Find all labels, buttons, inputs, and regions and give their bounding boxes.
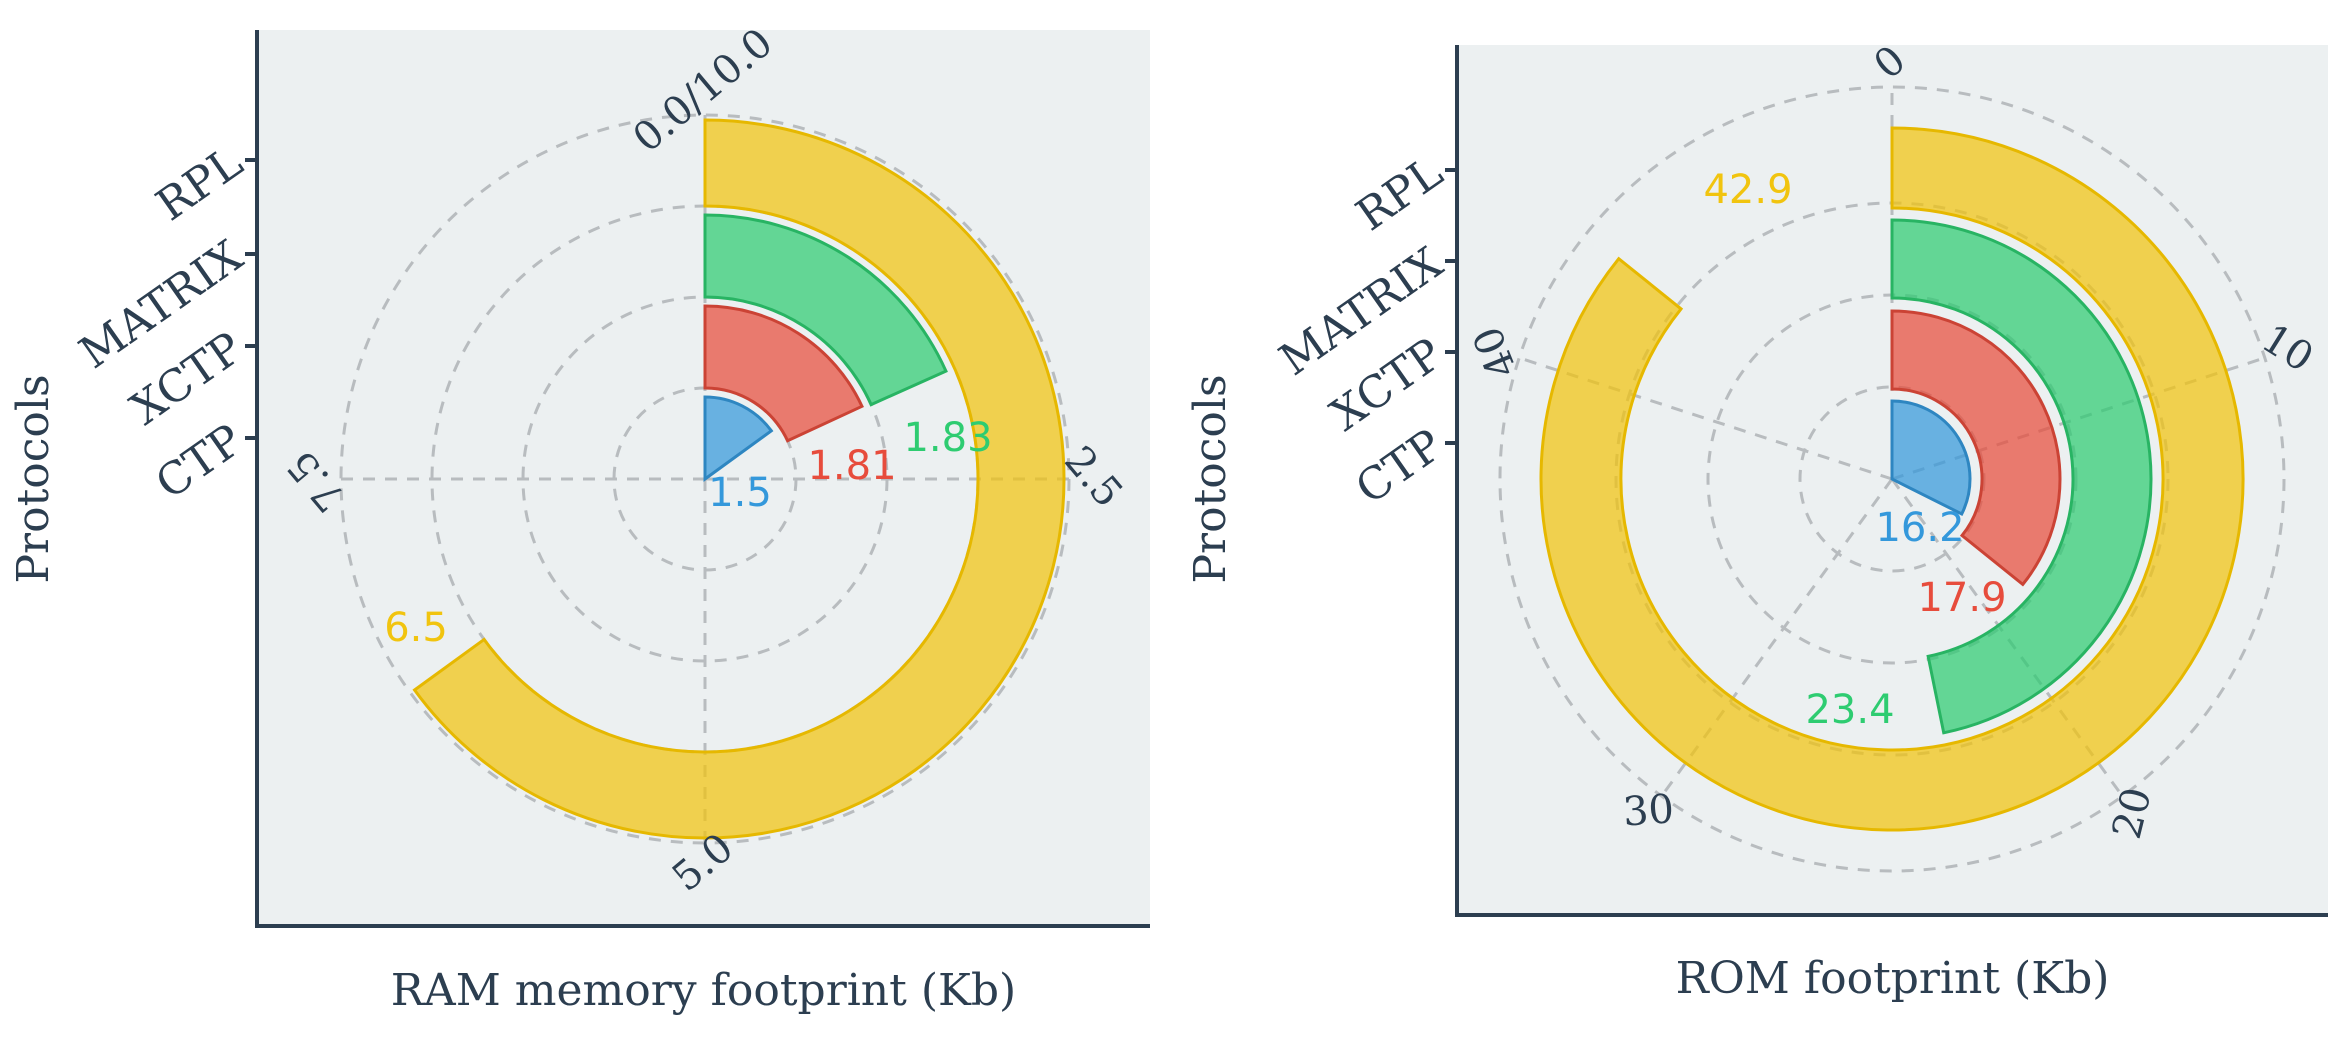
bar-ctp	[1890, 399, 1972, 516]
angular-tick-label: 30	[1621, 786, 1675, 835]
x-axis-title: ROM footprint (Kb)	[1676, 953, 2110, 1004]
x-axis-title: RAM memory footprint (Kb)	[391, 965, 1016, 1016]
rom-chart: 16.217.923.442.9010203040CTPXCTPMATRIXRP…	[1185, 37, 2328, 1004]
value-label-ctp: 16.2	[1875, 505, 1964, 551]
value-label-ctp: 1.5	[708, 470, 772, 516]
y-axis-title: Protocols	[1185, 374, 1236, 583]
value-label-rpl: 6.5	[384, 605, 448, 651]
bar-rpl	[1539, 126, 2245, 832]
category-label-rpl: RPL	[1347, 147, 1452, 242]
y-axis-title: Protocols	[8, 374, 59, 583]
value-label-xctp: 17.9	[1917, 575, 2006, 621]
bar-rpl	[412, 118, 1066, 840]
bar-xctp	[703, 304, 864, 443]
grid-circle	[1498, 85, 2286, 873]
bar-xctp	[1890, 309, 2062, 587]
value-label-xctp: 1.81	[807, 443, 896, 489]
value-label-rpl: 42.9	[1703, 167, 1792, 213]
ram-chart: 1.51.811.836.50.0/10.02.55.07.5CTPXCTPMA…	[8, 20, 1150, 1016]
bar-matrix	[703, 213, 948, 407]
value-label-matrix: 1.83	[903, 415, 992, 461]
category-label-rpl: RPL	[147, 137, 252, 232]
value-label-matrix: 23.4	[1805, 687, 1894, 733]
category-label-ctp: CTP	[147, 415, 252, 510]
bar-matrix	[1890, 218, 2153, 735]
bar-ctp	[703, 395, 774, 482]
category-label-ctp: CTP	[1347, 420, 1452, 515]
